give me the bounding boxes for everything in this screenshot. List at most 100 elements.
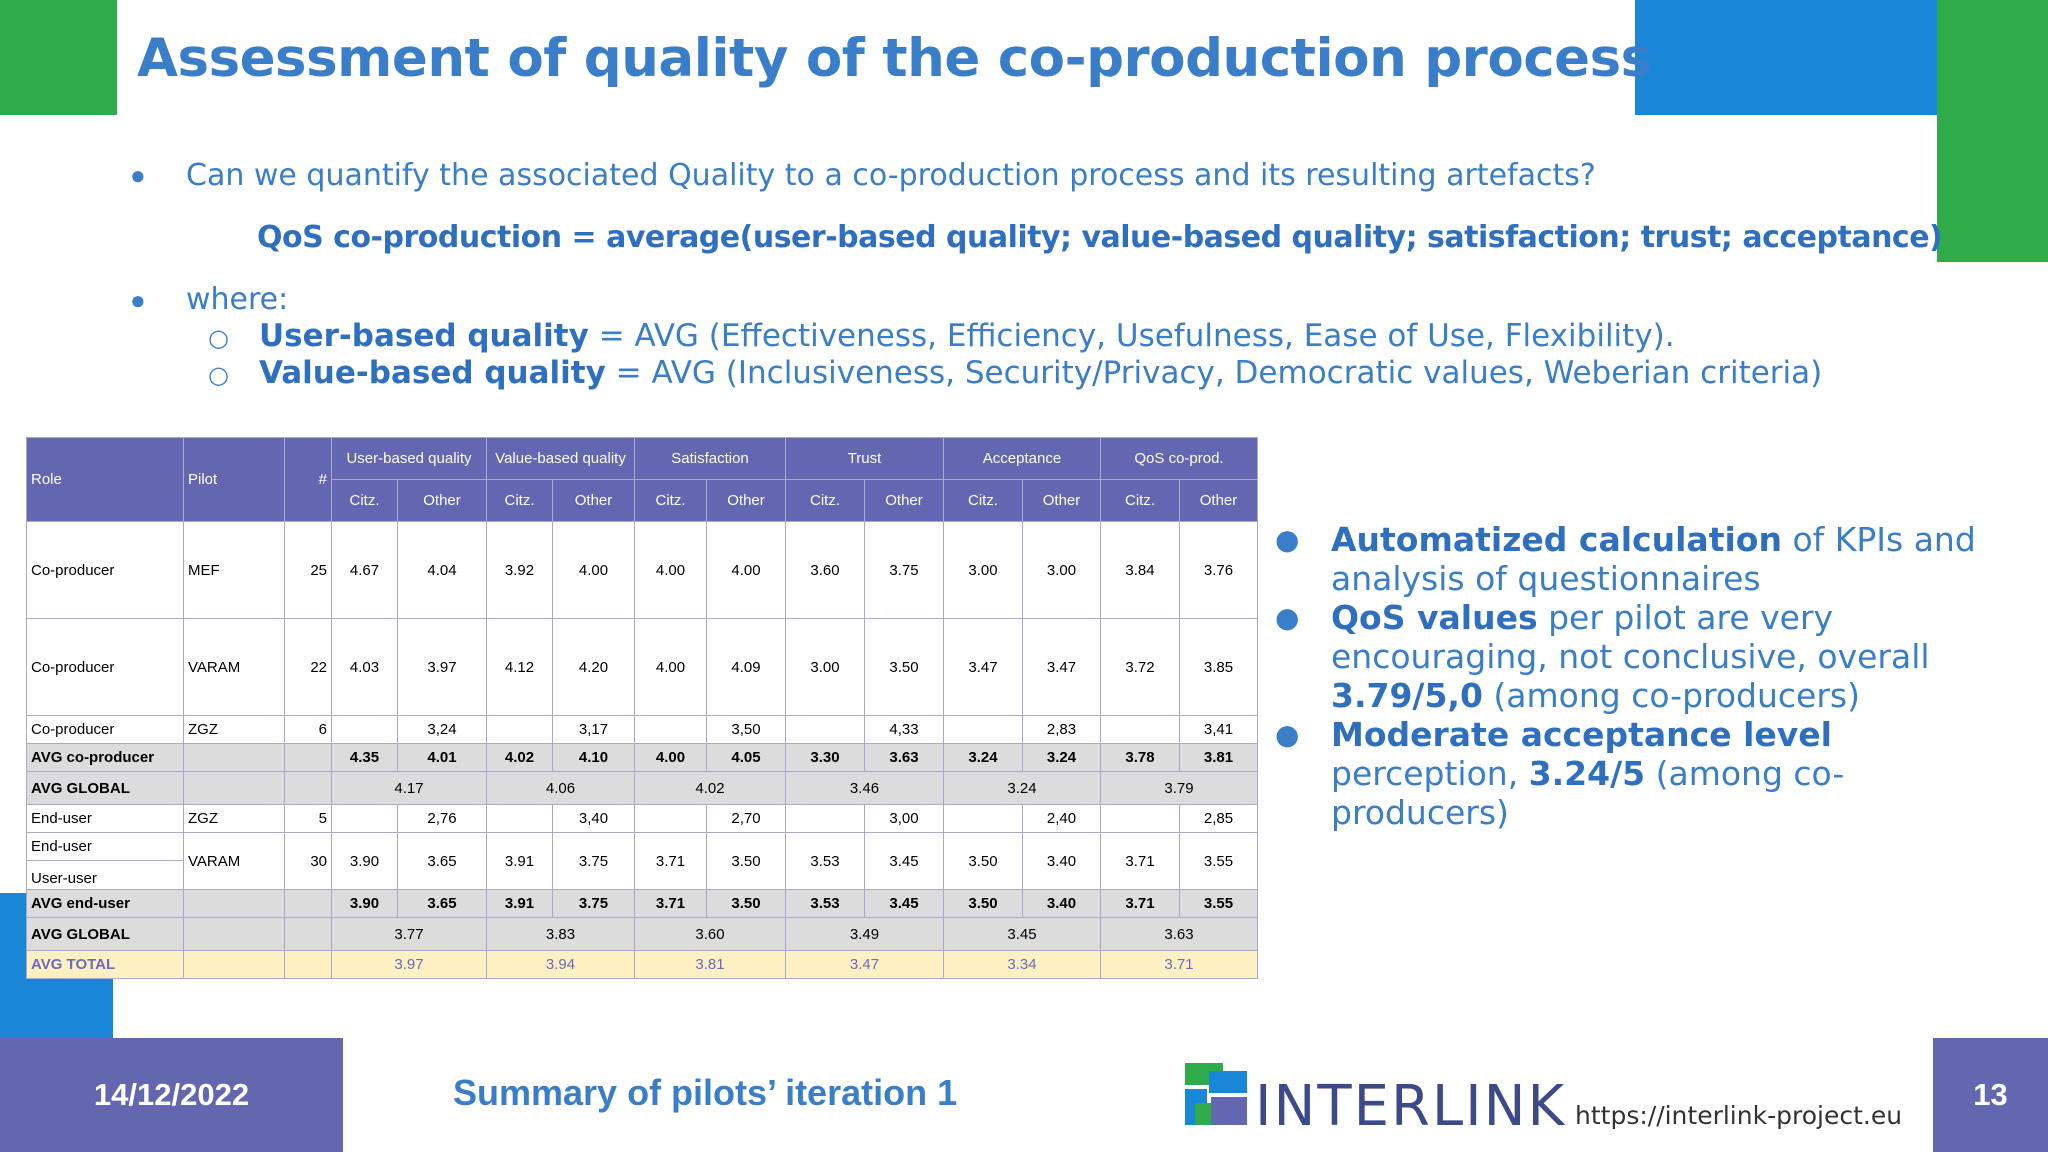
subheader-citz: Citz. bbox=[634, 479, 707, 522]
cell-value: 4.20 bbox=[552, 618, 635, 716]
cell-value: 4.00 bbox=[634, 743, 707, 772]
cell-value: 3.94 bbox=[486, 950, 635, 979]
interlink-logo-icon bbox=[1185, 1063, 1247, 1125]
cell-value: 3.45 bbox=[943, 917, 1101, 951]
cell-value: 3.71 bbox=[634, 889, 707, 918]
sub-bullet-circle: ○ bbox=[208, 361, 229, 389]
bullet-dot: ● bbox=[1275, 601, 1300, 634]
cell-value: 3.50 bbox=[943, 889, 1023, 918]
subheader-other: Other bbox=[864, 479, 944, 522]
cell-value: 4.06 bbox=[486, 771, 635, 805]
cell-value: 3.97 bbox=[397, 618, 487, 716]
cell-role: Co-producer bbox=[26, 715, 184, 744]
cell-value: 3.00 bbox=[1022, 521, 1101, 619]
cell-role: AVG GLOBAL bbox=[26, 771, 184, 805]
cell-value: 4.02 bbox=[486, 743, 553, 772]
table-row: AVG GLOBAL 3.77 3.83 3.60 3.49 3.45 3.63 bbox=[26, 917, 1258, 951]
cell-value: 3.24 bbox=[1022, 743, 1101, 772]
cell-value: 3.50 bbox=[706, 832, 786, 890]
cell-value: 3.34 bbox=[943, 950, 1101, 979]
cell-value: 3,24 bbox=[397, 715, 487, 744]
bullet-dot: ● bbox=[130, 285, 146, 315]
right-b2-rest2: (among co-producers) bbox=[1482, 676, 1860, 715]
cell-role: Co-producer bbox=[26, 618, 184, 716]
cell-count bbox=[284, 743, 332, 772]
cell-value: 3.53 bbox=[785, 832, 865, 890]
cell-value: 2,76 bbox=[397, 804, 487, 833]
cell-value: 4.10 bbox=[552, 743, 635, 772]
table-row: AVG end-user 3.90 3.65 3.91 3.75 3.71 3.50 3.53… bbox=[26, 889, 1258, 918]
quality-table: Role Pilot # User-based quality Value-ba… bbox=[26, 437, 1258, 979]
bullet-dot: ● bbox=[130, 160, 146, 190]
cell-value: 3.46 bbox=[785, 771, 944, 805]
cell-value: 4.00 bbox=[634, 521, 707, 619]
qos-formula: QoS co-production = average(user-based q… bbox=[257, 220, 1943, 255]
cell-count: 25 bbox=[284, 521, 332, 619]
cell-value: 3.81 bbox=[1179, 743, 1258, 772]
cell-role-line: End-user bbox=[27, 834, 183, 861]
cell-role-line: User-user bbox=[31, 870, 97, 887]
cell-value: 3,50 bbox=[706, 715, 786, 744]
cell-value: 3.71 bbox=[1100, 950, 1258, 979]
cell-value: 4.02 bbox=[634, 771, 786, 805]
subheader-citz: Citz. bbox=[331, 479, 398, 522]
cell-role: AVG TOTAL bbox=[26, 950, 184, 979]
cell-value: 3.71 bbox=[1100, 832, 1180, 890]
cell-value: 3,17 bbox=[552, 715, 635, 744]
cell-value: 3.81 bbox=[634, 950, 786, 979]
cell-value: 3.84 bbox=[1100, 521, 1180, 619]
cell-value: 3.24 bbox=[943, 743, 1023, 772]
subheader-citz: Citz. bbox=[943, 479, 1023, 522]
cell-value: 2,40 bbox=[1022, 804, 1101, 833]
footer-date: 14/12/2022 bbox=[0, 1038, 343, 1152]
cell-value: 3,00 bbox=[864, 804, 944, 833]
right-bullet-3: ● Moderate acceptance level perception, 3… bbox=[1275, 715, 2015, 832]
cell-value bbox=[486, 715, 553, 744]
subheader-citz: Citz. bbox=[1100, 479, 1180, 522]
cell-value: 3.00 bbox=[785, 618, 865, 716]
cell-role: Co-producer bbox=[26, 521, 184, 619]
cell-value: 3.30 bbox=[785, 743, 865, 772]
cell-value: 2,85 bbox=[1179, 804, 1258, 833]
header-group: Satisfaction bbox=[634, 437, 786, 480]
right-bullet-1: ● Automatized calculation of KPIs and ana… bbox=[1275, 520, 2015, 598]
header-group: QoS co-prod. bbox=[1100, 437, 1258, 480]
cell-value: 3.49 bbox=[785, 917, 944, 951]
header-group: Acceptance bbox=[943, 437, 1101, 480]
cell-count bbox=[284, 950, 332, 979]
cell-value bbox=[486, 804, 553, 833]
cell-value: 4.12 bbox=[486, 618, 553, 716]
right-bullets: ● Automatized calculation of KPIs and ana… bbox=[1275, 520, 2015, 832]
cell-value: 3.72 bbox=[1100, 618, 1180, 716]
cell-value: 2,83 bbox=[1022, 715, 1101, 744]
sub2-bold: Value-based quality bbox=[258, 355, 606, 391]
cell-value: 4.05 bbox=[706, 743, 786, 772]
cell-value: 3.91 bbox=[486, 889, 553, 918]
where-text: where: bbox=[186, 282, 289, 317]
header-group: Trust bbox=[785, 437, 944, 480]
page-number: 13 bbox=[1933, 1038, 2048, 1152]
right-b2-bold: QoS values bbox=[1331, 598, 1538, 637]
cell-value: 3.85 bbox=[1179, 618, 1258, 716]
cell-count: 22 bbox=[284, 618, 332, 716]
sub1-rest: = AVG (Effectiveness, Efficiency, Useful… bbox=[588, 318, 1675, 354]
header-group: Value-based quality bbox=[486, 437, 635, 480]
cell-value: 3.45 bbox=[864, 889, 944, 918]
sub-item-user-based: ○ User-based quality = AVG (Effectiveness… bbox=[208, 318, 1675, 354]
cell-value: 3.50 bbox=[864, 618, 944, 716]
question-text: Can we quantify the associated Quality t… bbox=[186, 158, 1596, 193]
cell-pilot bbox=[183, 771, 285, 805]
cell-value bbox=[943, 715, 1023, 744]
cell-value: 3.63 bbox=[1100, 917, 1258, 951]
sub1-bold: User-based quality bbox=[258, 318, 589, 354]
cell-value: 3.77 bbox=[331, 917, 487, 951]
cell-value: 3.55 bbox=[1179, 832, 1258, 890]
cell-value: 3.50 bbox=[943, 832, 1023, 890]
cell-value: 3.97 bbox=[331, 950, 487, 979]
subheader-other: Other bbox=[706, 479, 786, 522]
cell-count bbox=[284, 889, 332, 918]
cell-role: AVG co-producer bbox=[26, 743, 184, 772]
right-b3-bold2: 3.24/5 bbox=[1528, 754, 1646, 793]
footer-url[interactable]: https://interlink-project.eu bbox=[1575, 1101, 1903, 1130]
cell-value: 3.76 bbox=[1179, 521, 1258, 619]
